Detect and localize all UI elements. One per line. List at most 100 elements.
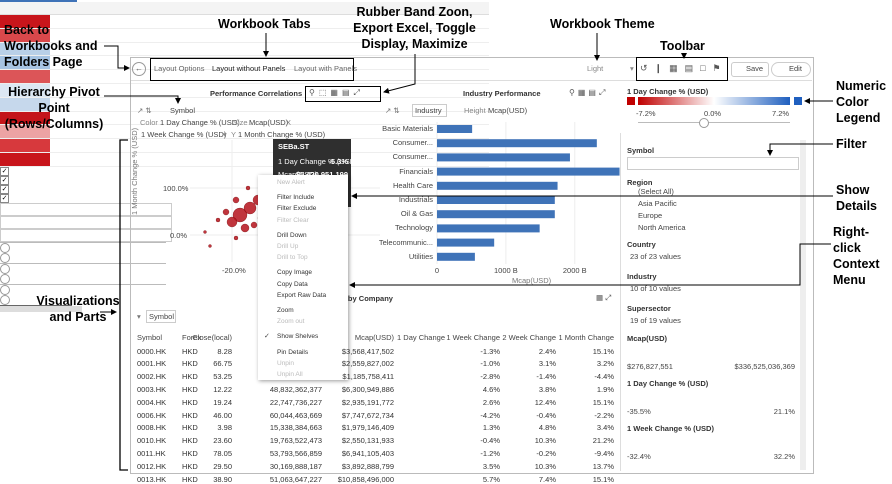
tab[interactable]: Layout Options <box>154 64 205 73</box>
height-label: Height <box>464 106 486 115</box>
table-cell: -0.2% <box>536 448 556 458</box>
back-button[interactable]: ← <box>132 62 146 76</box>
y-field[interactable]: 1 Month Change % (USD) <box>238 130 326 139</box>
bar-hierarchy-chip[interactable] <box>412 104 447 117</box>
filter-label: Country <box>627 240 656 249</box>
y-tick: 0.0% <box>170 231 188 240</box>
dropdown[interactable] <box>0 228 172 242</box>
pivot-icons[interactable]: ↗ ⇅ <box>137 106 152 115</box>
row-line <box>0 124 489 126</box>
scatter-hierarchy[interactable]: Symbol <box>170 106 196 115</box>
tab[interactable]: Layout with Panels <box>294 64 357 73</box>
edit-button[interactable] <box>771 62 811 77</box>
menu-item[interactable]: Filter Include <box>277 194 315 202</box>
shelf-color-field[interactable]: 1 Day Change % (USD) <box>160 118 240 127</box>
table-cell: 48,832,362,377 <box>269 384 322 394</box>
menu-item[interactable]: Unpin All <box>277 371 303 378</box>
tooltip-title: SEBa.ST <box>278 142 310 151</box>
table-cell: 4.6% <box>482 384 500 394</box>
symbol-search[interactable] <box>627 157 799 170</box>
checkbox-label: (Select All) <box>638 187 674 196</box>
theme-caret: ▾ <box>630 64 634 73</box>
slider-thumb[interactable] <box>0 242 10 253</box>
menu-item[interactable]: Filter Clear <box>277 216 309 224</box>
column-header[interactable]: 1 Week Change <box>446 333 500 342</box>
save-button[interactable] <box>731 62 769 77</box>
column-header[interactable]: Mcap(USD) <box>354 333 394 342</box>
bar-title: Industry Performance <box>463 89 541 98</box>
menu-item[interactable]: Zoom out <box>277 318 305 326</box>
menu-item[interactable]: Filter Exclude <box>277 205 317 213</box>
menu-item[interactable]: Copy Data <box>277 280 308 288</box>
table-cell: 22,747,736,227 <box>269 397 322 407</box>
column-header[interactable]: 1 Month Change <box>558 333 614 342</box>
column-header[interactable]: Close(local) <box>192 333 232 342</box>
bar-pivot[interactable]: ↗ ⇅ <box>385 106 400 115</box>
slider-thumb[interactable] <box>0 273 10 284</box>
table-cell: 53.25 <box>213 372 232 382</box>
table-tools[interactable]: ▦ ⤢ <box>596 293 612 302</box>
annotation: Workbook Theme <box>550 17 655 31</box>
column-header[interactable]: Forex <box>182 333 202 342</box>
table-cell: 10.3% <box>534 436 556 446</box>
menu-separator <box>0 308 82 310</box>
legend-mid: 0.0% <box>704 109 722 118</box>
dropdown-value: 23 of 23 values <box>630 252 681 261</box>
shelf-size-field[interactable]: Mcap(USD) <box>249 118 289 127</box>
menu-item[interactable]: Export Raw Data <box>277 291 327 299</box>
slider-thumb[interactable] <box>0 263 10 274</box>
menu-item[interactable]: Unpin <box>277 359 294 367</box>
viz-tools[interactable]: ⚲⬚▦▤⤢ <box>309 88 364 97</box>
dropdown[interactable] <box>0 202 172 216</box>
table-cell: 19.24 <box>213 397 232 407</box>
table-cell: 53,793,566,859 <box>269 448 322 458</box>
menu-item[interactable]: Drill to Top <box>277 254 308 262</box>
table-cell: 23.60 <box>213 436 232 446</box>
bar-hierarchy: Industry <box>415 106 442 115</box>
legend-slider-thumb[interactable] <box>699 118 709 128</box>
column-header[interactable]: 1 Day Change <box>397 333 445 342</box>
column-header[interactable]: Symbol <box>137 333 163 342</box>
table-cell: HKD <box>182 384 198 394</box>
tooltip-value: 131.9% <box>322 194 348 204</box>
column-header[interactable]: 2 Week Change <box>502 333 556 342</box>
bar-tools[interactable]: ⚲▦▤⤢ <box>569 88 609 97</box>
slider-max: 32.2% <box>773 452 795 461</box>
menu-item[interactable]: Drill Up <box>277 243 299 250</box>
tooltip-value: -5.3% <box>328 157 348 166</box>
tab[interactable]: Layout without Panels <box>212 64 286 73</box>
y-tick-label: Health Care <box>392 180 433 190</box>
menu-item[interactable]: New Alert <box>277 179 305 186</box>
day-change-cell <box>0 28 50 42</box>
scrollbar[interactable] <box>800 140 806 470</box>
table-cell: 15.1% <box>592 474 614 484</box>
slider-thumb[interactable] <box>0 252 10 263</box>
table-cell: 0003.HK <box>137 384 167 394</box>
table-pivot[interactable]: ▾ <box>137 312 141 321</box>
menu-separator <box>0 305 82 307</box>
slider-thumb[interactable] <box>0 294 10 305</box>
dropdown[interactable] <box>0 215 172 229</box>
edit-label: Edit <box>789 64 802 73</box>
menu-item[interactable]: Show Shelves <box>277 333 319 341</box>
menu-item[interactable]: Pin Details <box>277 348 309 356</box>
table-cell: 0010.HK <box>137 436 167 446</box>
table-cell: 0002.HK <box>137 372 167 382</box>
table-cell: 60,044,463,669 <box>269 410 322 420</box>
menu-item[interactable]: Copy Image <box>277 269 313 277</box>
height-field[interactable]: Mcap(USD) <box>488 106 528 115</box>
panel-divider <box>620 133 621 471</box>
menu-item[interactable]: Zoom <box>277 307 294 314</box>
day-change-cell <box>0 111 50 125</box>
table-cell: 19,763,522,473 <box>269 436 322 446</box>
x-field[interactable]: 1 Week Change % (USD) <box>141 130 227 139</box>
menu-separator <box>0 307 82 309</box>
theme[interactable]: Light <box>587 64 604 73</box>
shelf-size-label: Size <box>233 118 248 127</box>
table-cell: 2.6% <box>482 397 500 407</box>
slider-thumb[interactable] <box>0 284 10 295</box>
table-hierarchy-chip[interactable] <box>146 310 176 323</box>
table-cell: 1.4% <box>427 423 445 433</box>
toolbar-icons[interactable]: ↺❙▦▤□⚑ <box>640 63 728 73</box>
menu-item[interactable]: Drill Down <box>277 231 307 239</box>
